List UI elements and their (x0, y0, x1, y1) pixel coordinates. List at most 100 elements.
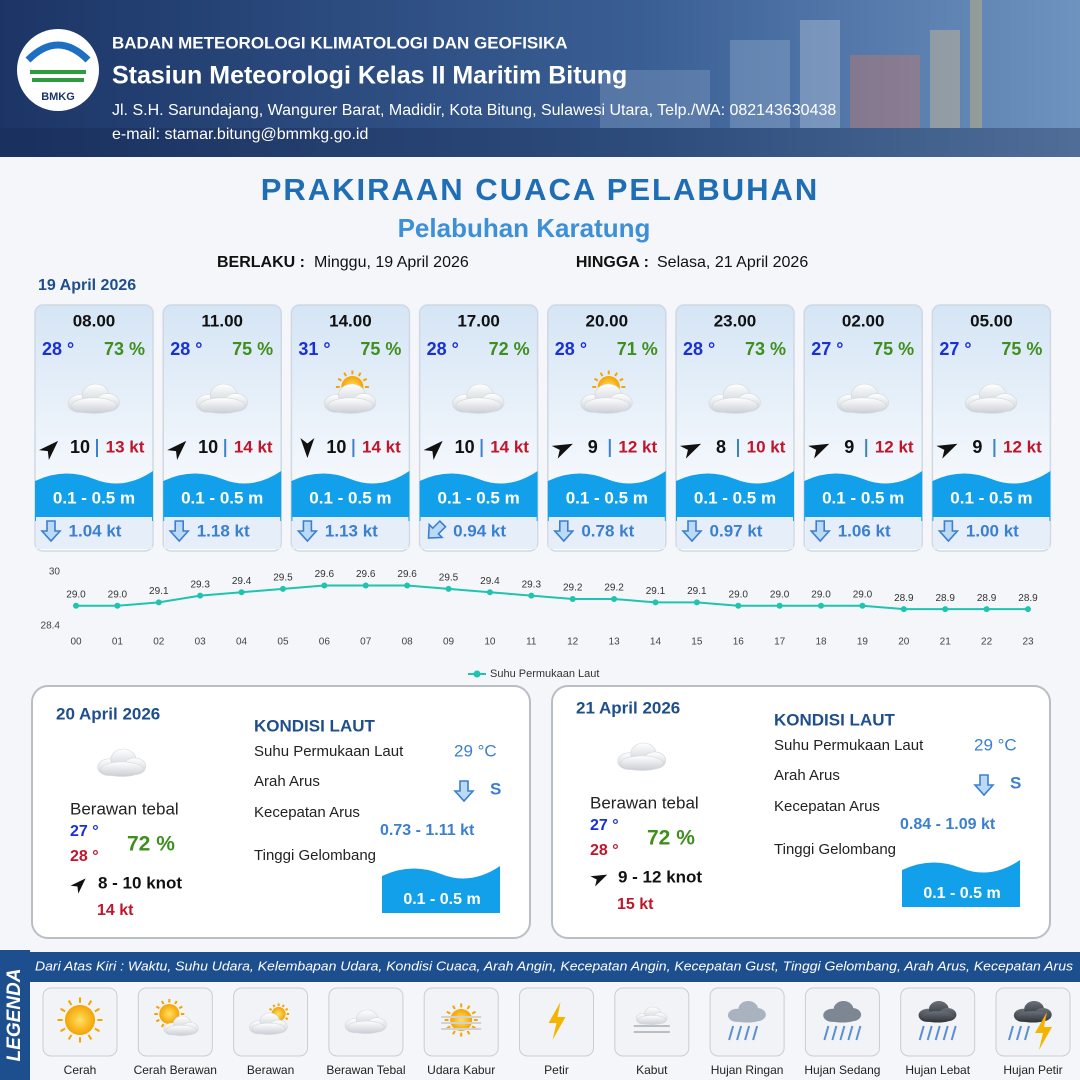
current-arrow (453, 780, 475, 803)
card-gust: 12 kt (618, 437, 657, 456)
sea-label: Tinggi Gelombang (254, 847, 376, 864)
cloud-icon (708, 383, 761, 414)
card-wave: 0.1 - 0.5 m (437, 488, 519, 507)
header-decoration (0, 0, 1080, 157)
card-humidity: 75 % (1001, 339, 1042, 359)
x-tick-label: 05 (277, 637, 289, 648)
card-wave: 0.1 - 0.5 m (822, 488, 904, 507)
rain-drop (1008, 1025, 1014, 1041)
current-arrow (427, 519, 447, 539)
sun-ray (155, 1005, 160, 1010)
x-tick-label: 08 (402, 637, 414, 648)
card-time: 02.00 (842, 311, 885, 330)
day-temp-max: 28 ° (590, 842, 619, 859)
cloud-puff (327, 397, 374, 414)
cloud-puff (199, 397, 245, 414)
x-tick-label: 02 (153, 637, 165, 648)
card-time: 05.00 (970, 311, 1013, 330)
data-label: 28.9 (935, 593, 955, 604)
wave-band (932, 471, 1051, 521)
sun-ray (452, 1005, 456, 1010)
sea-label: Arah Arus (774, 767, 840, 784)
current-arrow (168, 520, 190, 543)
card-wind: 10 (198, 437, 218, 457)
cloud-icon (67, 383, 120, 414)
legend-item-label: Hujan Sedang (804, 1063, 880, 1077)
sst-point (197, 592, 204, 599)
sun-ray (594, 377, 599, 382)
cloud-puff (620, 755, 664, 771)
cloud-icon (344, 1009, 387, 1034)
sun-ray (174, 1000, 178, 1005)
card-wind: 10 (326, 437, 346, 457)
card-temp: 28 ° (170, 339, 202, 359)
card-current: 1.06 kt (838, 521, 891, 540)
card-humidity: 73 % (104, 339, 145, 359)
sun-ray (619, 377, 624, 382)
valid-to-label: HINGGA : (576, 254, 649, 271)
cloud-icon (823, 1001, 862, 1023)
current-arrow (296, 520, 319, 543)
agency-name: BADAN METEOROLOGI KLIMATOLOGI DAN GEOFIS… (112, 33, 568, 52)
legend-marker (473, 670, 481, 678)
sst-point (1025, 606, 1031, 613)
legend-description: Dari Atas Kiri : Waktu, Suhu Udara, Kele… (35, 958, 1074, 973)
data-label: 29.1 (687, 586, 707, 597)
card-wave: 0.1 - 0.5 m (950, 488, 1032, 507)
sun-ray (471, 1025, 476, 1030)
cloud-icon (918, 1001, 957, 1023)
card-temp: 31 ° (298, 339, 330, 359)
cloud-puff (840, 397, 887, 414)
cloud-icon (617, 742, 667, 771)
sst-point (73, 602, 79, 609)
day-humidity: 72 % (127, 833, 175, 856)
current-arrow (937, 520, 960, 543)
sea-wave: 0.1 - 0.5 m (403, 891, 480, 908)
card-gust: 13 kt (106, 437, 145, 456)
y-tick-label: 28.4 (41, 621, 61, 632)
x-tick-label: 04 (236, 637, 248, 648)
card-temp: 28 ° (683, 339, 715, 359)
wind-arrow (808, 443, 830, 459)
sun-ray (362, 377, 368, 382)
sst-point (983, 606, 990, 613)
x-tick-label: 20 (898, 637, 910, 648)
cloud-puff (712, 397, 758, 414)
sst-point (776, 602, 783, 609)
sea-current-speed: 0.73 - 1.11 kt (380, 822, 475, 839)
current-arrow (681, 520, 703, 543)
wind-arrow (590, 874, 608, 887)
card-wind: 10 (70, 437, 90, 457)
sun-disc (159, 1004, 180, 1024)
sun-ray (281, 1004, 285, 1008)
sea-sst: 29 °C (974, 735, 1017, 754)
card-gust: 14 kt (362, 437, 401, 456)
card-wind: 9 (972, 437, 982, 457)
y-tick-label: 30 (49, 567, 61, 578)
card-wave: 0.1 - 0.5 m (53, 488, 135, 507)
x-tick-label: 10 (484, 637, 496, 648)
cloud-icon (635, 1006, 668, 1025)
cloud-puff (166, 1024, 197, 1036)
subtitle: Pelabuhan Karatung (398, 213, 651, 243)
sea-label: Tinggi Gelombang (774, 841, 896, 858)
legend-item-label: Berawan Tebal (326, 1063, 405, 1077)
lightning (548, 1002, 566, 1040)
sst-point (652, 599, 659, 606)
cloud-puff (921, 1011, 955, 1023)
legend-item-label: Cerah Berawan (134, 1063, 217, 1077)
sst-point (735, 602, 742, 609)
rain-drop (1016, 1025, 1022, 1041)
x-tick-label: 11 (526, 637, 537, 648)
cloud-icon (195, 383, 248, 414)
sst-point (900, 606, 907, 613)
card-current: 0.97 kt (710, 521, 763, 540)
wave-box (902, 860, 1020, 907)
sun-ray (337, 377, 342, 382)
sea-current-dir: S (490, 779, 501, 798)
x-tick-label: 17 (774, 637, 786, 648)
rain-drop (847, 1025, 854, 1041)
data-label: 29.0 (108, 589, 128, 600)
sun-ray (155, 1018, 160, 1023)
